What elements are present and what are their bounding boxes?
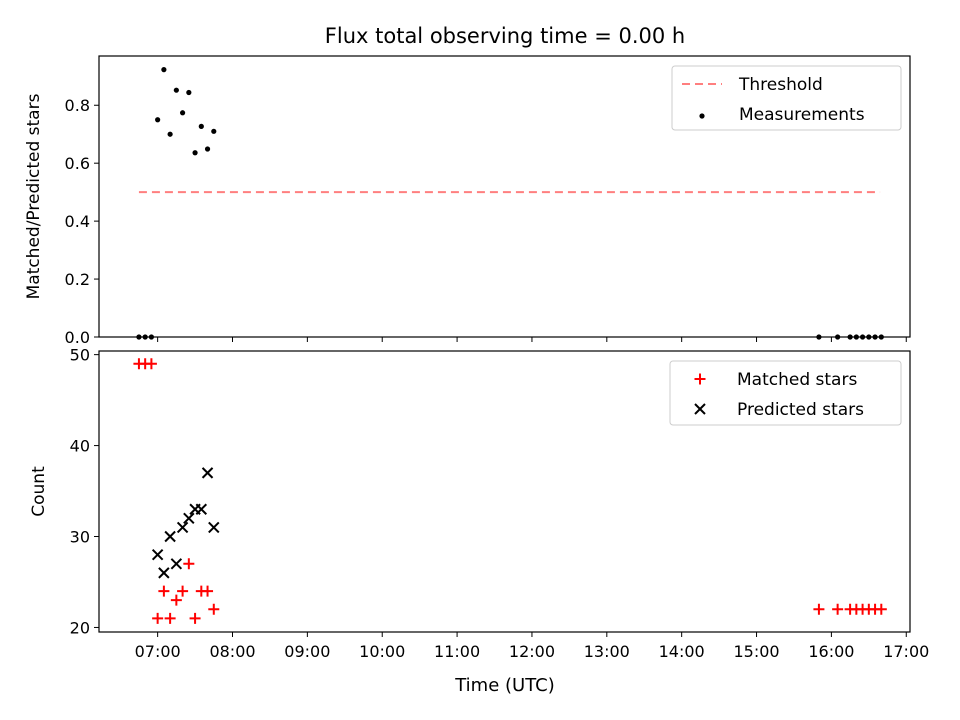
top-y-tick-label-4: 0.8 — [65, 96, 90, 115]
measurement-point — [155, 117, 161, 123]
top-legend: Threshold Measurements — [671, 65, 902, 131]
predicted-star-point — [176, 521, 189, 534]
legend-matched-marker — [694, 373, 706, 385]
x-tick-label-7: 14:00 — [659, 642, 705, 661]
legend-measurement-marker — [699, 113, 705, 119]
bottom-axes-frame — [98, 350, 911, 633]
matched-star-point — [177, 585, 189, 597]
x-tick-label-2: 09:00 — [284, 642, 330, 661]
measurement-point — [198, 123, 204, 129]
matched-star-point — [832, 603, 844, 615]
measurement-point — [192, 150, 198, 156]
top-y-tick-label-3: 0.6 — [65, 154, 90, 173]
top-y-tick-label-1: 0.2 — [65, 270, 90, 289]
measurement-point — [173, 87, 179, 93]
x-tick-label-0: 07:00 — [135, 642, 181, 661]
legend-label-0: Matched stars — [737, 370, 857, 390]
predicted-star-point — [201, 467, 214, 479]
bottom-legend: Matched stars Predicted stars — [669, 360, 902, 426]
matched-star-point — [170, 594, 182, 606]
top-plot: 0.0 0.2 0.4 0.6 0.8 Matched/Predicted stars Th… — [24, 55, 911, 347]
predicted-star-point — [164, 530, 176, 543]
legend-box — [669, 360, 902, 426]
matched-star-point — [145, 358, 157, 370]
predicted-star-point — [195, 503, 208, 515]
bottom-y-axis-label: Count — [29, 466, 49, 517]
bottom-y-tick-label-1: 30 — [70, 528, 90, 547]
x-tick-label-10: 17:00 — [883, 642, 929, 661]
matched-star-point — [813, 603, 825, 615]
top-y-tick-label-2: 0.4 — [65, 212, 90, 231]
matched-star-point — [158, 585, 170, 597]
legend-label-1: Measurements — [739, 105, 865, 125]
chart-title: Flux total observing time = 0.00 h — [325, 24, 685, 48]
matched-star-point — [164, 612, 176, 624]
legend-box — [671, 65, 902, 131]
matched-star-point — [189, 612, 201, 624]
predicted-star-point — [170, 558, 183, 570]
matched-star-point — [152, 612, 164, 624]
bottom-series-1 — [151, 467, 220, 579]
top-y-tick-label-0: 0.0 — [65, 328, 90, 347]
legend-label-1: Predicted stars — [737, 400, 864, 420]
measurement-point — [211, 128, 217, 134]
bottom-series-0 — [133, 358, 887, 624]
x-tick-label-3: 10:00 — [359, 642, 405, 661]
predicted-star-point — [183, 512, 195, 525]
x-tick-label-4: 11:00 — [434, 642, 480, 661]
x-tick-label-8: 15:00 — [733, 642, 779, 661]
legend-label-0: Threshold — [738, 75, 823, 95]
x-tick-label-1: 08:00 — [209, 642, 255, 661]
predicted-star-point — [158, 567, 170, 579]
measurement-point — [161, 67, 167, 73]
bottom-plot: 07:00 08:00 09:00 10:00 11:00 12:00 13:00 14:00… — [29, 346, 929, 661]
x-tick-label-6: 13:00 — [584, 642, 630, 661]
measurement-point — [204, 146, 211, 152]
top-y-axis-label: Matched/Predicted stars — [24, 93, 44, 299]
x-tick-label-9: 16:00 — [808, 642, 854, 661]
x-axis-label: Time (UTC) — [454, 675, 555, 696]
measurement-point — [179, 110, 186, 116]
matched-star-point — [202, 585, 214, 597]
matched-star-point — [183, 558, 195, 570]
predicted-star-point — [151, 548, 164, 561]
bottom-y-tick-label-3: 50 — [70, 346, 90, 365]
predicted-star-point — [208, 521, 220, 534]
top-axes-frame — [98, 55, 911, 338]
matched-star-point — [208, 603, 220, 615]
bottom-y-tick-label-0: 20 — [70, 618, 90, 637]
x-tick-label-5: 12:00 — [509, 642, 555, 661]
legend-predicted-marker — [694, 403, 706, 415]
matched-star-point — [875, 603, 887, 615]
measurement-point — [186, 89, 192, 96]
bottom-y-tick-label-2: 40 — [70, 437, 90, 456]
measurement-point — [167, 131, 173, 137]
